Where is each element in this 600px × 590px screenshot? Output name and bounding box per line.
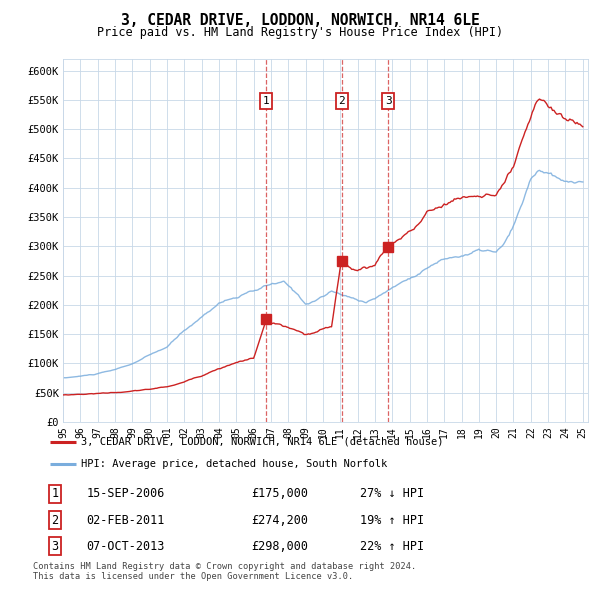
Text: 3: 3 bbox=[385, 96, 391, 106]
Text: 27% ↓ HPI: 27% ↓ HPI bbox=[361, 487, 425, 500]
Text: Price paid vs. HM Land Registry's House Price Index (HPI): Price paid vs. HM Land Registry's House … bbox=[97, 26, 503, 39]
Text: 3, CEDAR DRIVE, LODDON, NORWICH, NR14 6LE: 3, CEDAR DRIVE, LODDON, NORWICH, NR14 6L… bbox=[121, 13, 479, 28]
Text: 22% ↑ HPI: 22% ↑ HPI bbox=[361, 540, 425, 553]
Text: HPI: Average price, detached house, South Norfolk: HPI: Average price, detached house, Sout… bbox=[81, 459, 388, 469]
Text: £175,000: £175,000 bbox=[251, 487, 308, 500]
Text: 1: 1 bbox=[52, 487, 59, 500]
Text: Contains HM Land Registry data © Crown copyright and database right 2024.
This d: Contains HM Land Registry data © Crown c… bbox=[33, 562, 416, 581]
Text: 2: 2 bbox=[52, 514, 59, 527]
Text: 3, CEDAR DRIVE, LODDON, NORWICH, NR14 6LE (detached house): 3, CEDAR DRIVE, LODDON, NORWICH, NR14 6L… bbox=[81, 437, 443, 447]
Text: 3: 3 bbox=[52, 540, 59, 553]
Text: £274,200: £274,200 bbox=[251, 514, 308, 527]
Text: 1: 1 bbox=[262, 96, 269, 106]
Text: 15-SEP-2006: 15-SEP-2006 bbox=[86, 487, 165, 500]
Text: £298,000: £298,000 bbox=[251, 540, 308, 553]
Text: 02-FEB-2011: 02-FEB-2011 bbox=[86, 514, 165, 527]
Text: 19% ↑ HPI: 19% ↑ HPI bbox=[361, 514, 425, 527]
Text: 2: 2 bbox=[338, 96, 345, 106]
Text: 07-OCT-2013: 07-OCT-2013 bbox=[86, 540, 165, 553]
